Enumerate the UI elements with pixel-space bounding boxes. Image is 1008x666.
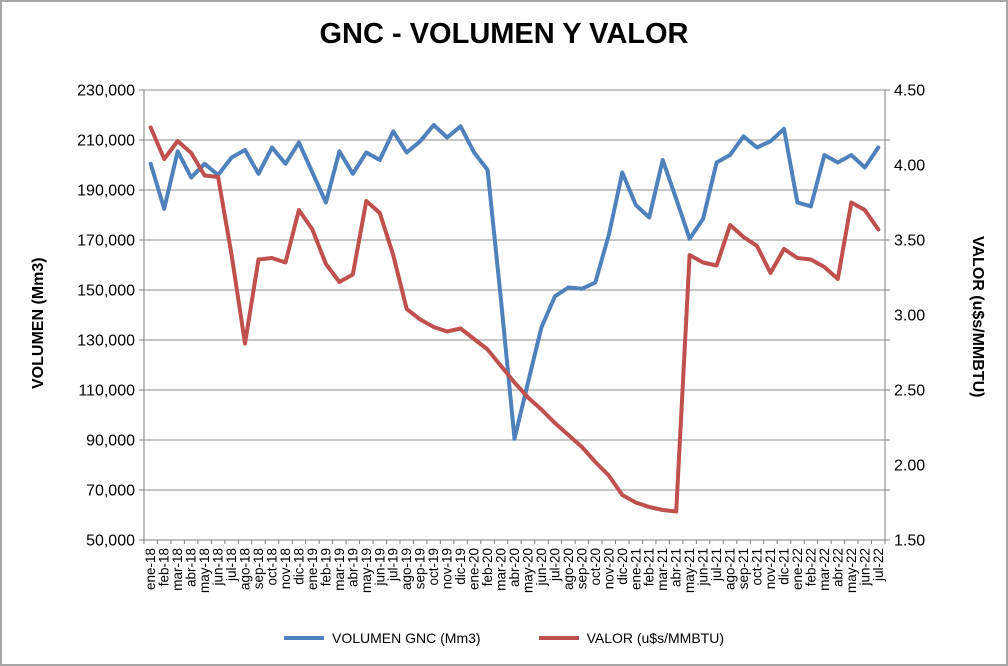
svg-text:may-19: may-19 [359, 548, 374, 593]
chart-legend: VOLUMEN GNC (Mm3) VALOR (u$s/MMBTU) [2, 630, 1006, 646]
axis-lines [143, 90, 886, 541]
svg-text:jul-18: jul-18 [224, 548, 239, 582]
svg-text:abr-20: abr-20 [507, 548, 522, 587]
svg-text:may-21: may-21 [682, 548, 697, 593]
y-axis-right-labels: 4.50 4.00 3.50 3.00 2.50 2.00 1.50 [894, 83, 925, 550]
svg-text:feb-19: feb-19 [318, 548, 333, 586]
chart-title[interactable]: GNC - VOLUMEN Y VALOR [319, 18, 689, 50]
svg-text:2.00: 2.00 [894, 458, 925, 475]
svg-text:mar-18: mar-18 [170, 548, 185, 591]
svg-text:feb-22: feb-22 [803, 548, 818, 586]
x-axis-labels: ene-18feb-18mar-18abr-18may-18jun-18jul-… [143, 548, 886, 593]
svg-text:130,000: 130,000 [77, 333, 135, 350]
svg-text:4.50: 4.50 [894, 83, 925, 100]
y-axis-right-title: VALOR (u$s/MMBTU) [969, 236, 986, 398]
svg-text:dic-20: dic-20 [615, 548, 630, 585]
svg-text:jun-21: jun-21 [696, 548, 711, 587]
svg-text:1.50: 1.50 [894, 533, 925, 550]
svg-text:abr-18: abr-18 [184, 548, 199, 587]
svg-text:may-22: may-22 [844, 548, 859, 593]
svg-text:nov-19: nov-19 [440, 548, 455, 589]
svg-text:oct-21: oct-21 [750, 548, 765, 586]
svg-text:150,000: 150,000 [77, 283, 135, 300]
svg-text:4.00: 4.00 [894, 158, 925, 175]
svg-text:sep-19: sep-19 [413, 548, 428, 589]
legend-item-valor[interactable]: VALOR (u$s/MMBTU) [538, 630, 724, 646]
legend-label-valor: VALOR (u$s/MMBTU) [586, 630, 724, 646]
svg-text:feb-18: feb-18 [157, 548, 172, 586]
svg-text:dic-21: dic-21 [776, 548, 791, 585]
svg-text:mar-20: mar-20 [494, 548, 509, 591]
svg-text:jul-20: jul-20 [547, 548, 562, 582]
svg-text:210,000: 210,000 [77, 133, 135, 150]
svg-text:jul-19: jul-19 [386, 548, 401, 582]
svg-text:90,000: 90,000 [86, 433, 135, 450]
svg-text:oct-20: oct-20 [588, 548, 603, 586]
volumen-series-line[interactable] [148, 123, 881, 441]
svg-text:mar-22: mar-22 [817, 548, 832, 591]
svg-text:3.50: 3.50 [894, 233, 925, 250]
svg-text:abr-19: abr-19 [345, 548, 360, 587]
svg-text:dic-19: dic-19 [453, 548, 468, 585]
svg-text:ago-19: ago-19 [399, 548, 414, 590]
svg-text:mar-19: mar-19 [332, 548, 347, 591]
svg-text:jul-21: jul-21 [709, 548, 724, 582]
svg-text:oct-18: oct-18 [264, 548, 279, 586]
valor-series-line[interactable] [148, 125, 881, 514]
svg-text:may-18: may-18 [197, 548, 212, 593]
svg-text:ago-21: ago-21 [723, 548, 738, 590]
gridlines [144, 89, 885, 491]
svg-text:ene-21: ene-21 [628, 548, 643, 590]
legend-label-volumen: VOLUMEN GNC (Mm3) [332, 630, 481, 646]
svg-text:110,000: 110,000 [78, 383, 135, 400]
volumen-line-sample-icon [284, 636, 324, 640]
svg-text:3.00: 3.00 [894, 308, 925, 325]
svg-text:230,000: 230,000 [77, 83, 135, 100]
svg-text:jun-20: jun-20 [534, 548, 549, 587]
svg-text:jun-19: jun-19 [372, 548, 387, 587]
svg-text:dic-18: dic-18 [291, 548, 306, 585]
svg-text:feb-20: feb-20 [480, 548, 495, 586]
svg-text:sep-20: sep-20 [574, 548, 589, 589]
svg-text:190,000: 190,000 [77, 183, 135, 200]
svg-text:ene-22: ene-22 [790, 548, 805, 590]
valor-line-sample-icon [538, 636, 579, 640]
svg-text:sep-21: sep-21 [736, 548, 751, 589]
svg-text:may-20: may-20 [520, 548, 535, 593]
svg-text:abr-21: abr-21 [669, 548, 684, 587]
svg-text:mar-21: mar-21 [655, 548, 670, 591]
y-axis-left-title: VOLUMEN (Mm3) [30, 257, 47, 389]
svg-text:2.50: 2.50 [894, 383, 925, 400]
svg-text:abr-22: abr-22 [830, 548, 845, 587]
svg-text:ene-19: ene-19 [305, 548, 320, 590]
svg-text:50,000: 50,000 [86, 533, 135, 550]
svg-text:nov-18: nov-18 [278, 548, 293, 589]
tick-marks [139, 89, 890, 544]
svg-text:sep-18: sep-18 [251, 548, 266, 589]
svg-text:70,000: 70,000 [86, 483, 135, 500]
svg-text:jun-22: jun-22 [857, 548, 872, 587]
svg-text:170,000: 170,000 [77, 233, 135, 250]
svg-text:nov-20: nov-20 [601, 548, 616, 589]
svg-text:nov-21: nov-21 [763, 548, 778, 589]
svg-text:oct-19: oct-19 [426, 548, 441, 586]
svg-text:ago-20: ago-20 [561, 548, 576, 590]
svg-text:feb-21: feb-21 [642, 548, 657, 586]
svg-text:ene-18: ene-18 [143, 548, 158, 590]
legend-item-volumen[interactable]: VOLUMEN GNC (Mm3) [284, 630, 481, 646]
svg-text:ago-18: ago-18 [238, 548, 253, 590]
svg-text:ene-20: ene-20 [467, 548, 482, 590]
y-axis-left-labels: 230,000 210,000 190,000 170,000 150,000 130,0… [77, 83, 135, 550]
svg-text:jun-18: jun-18 [211, 548, 226, 587]
svg-text:jul-22: jul-22 [871, 548, 886, 582]
